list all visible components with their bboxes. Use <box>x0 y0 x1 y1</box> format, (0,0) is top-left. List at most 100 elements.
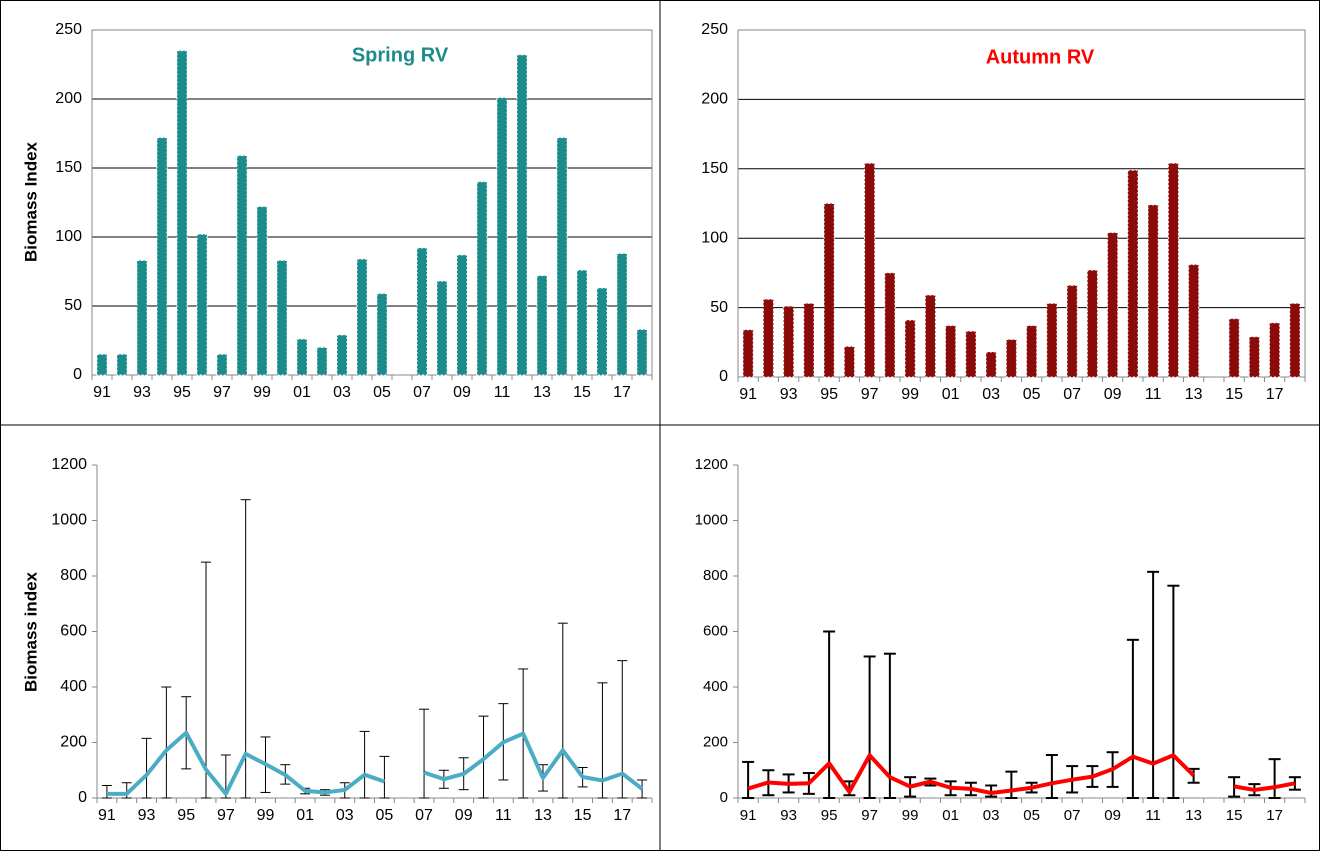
bar <box>1107 232 1119 378</box>
error-bar <box>1167 584 1180 799</box>
y-axis-label: Biomass Index <box>21 141 40 262</box>
error-bar <box>1005 770 1018 799</box>
y-tick-label: 0 <box>78 789 87 806</box>
x-tick-label: 03 <box>983 807 1000 824</box>
x-tick-label: 07 <box>413 384 431 401</box>
y-tick-label: 1000 <box>695 511 728 528</box>
bar <box>136 259 148 376</box>
x-tick-label: 11 <box>494 384 511 401</box>
x-tick-label: 07 <box>1064 807 1081 824</box>
bar <box>176 50 188 376</box>
x-tick-label: 17 <box>1266 386 1284 403</box>
x-tick-label: 91 <box>98 807 116 824</box>
x-tick-label: 91 <box>740 807 757 824</box>
x-tick-label: 11 <box>495 807 512 824</box>
bar <box>1228 318 1240 378</box>
bar <box>476 181 488 376</box>
bar <box>196 233 208 376</box>
y-tick-label: 150 <box>55 159 82 176</box>
bar <box>616 253 628 376</box>
y-tick-label: 400 <box>703 678 728 695</box>
x-tick-label: 01 <box>296 807 314 824</box>
bar <box>556 137 568 376</box>
chart-title: Autumn RV <box>986 46 1095 68</box>
x-tick-label: 97 <box>213 384 231 401</box>
bar <box>1066 284 1078 378</box>
line <box>747 753 1196 796</box>
error-bar <box>823 630 836 799</box>
bar <box>803 302 815 378</box>
y-tick-label: 100 <box>701 229 728 246</box>
bar <box>456 254 468 376</box>
bar <box>1188 264 1200 378</box>
bar <box>276 259 288 376</box>
error-bar <box>359 730 370 799</box>
y-tick-label: 250 <box>701 21 728 38</box>
x-tick-label: 01 <box>293 384 311 401</box>
x-tick-label: 93 <box>138 807 156 824</box>
error-bar <box>883 652 896 799</box>
bar <box>1248 336 1260 378</box>
error-bar <box>201 561 212 799</box>
y-tick-label: 150 <box>701 160 728 177</box>
line <box>423 731 644 791</box>
x-tick-label: 95 <box>820 386 838 403</box>
x-tick-label: 17 <box>1266 807 1283 824</box>
y-tick-label: 800 <box>60 567 87 584</box>
y-tick-label: 1000 <box>51 512 87 529</box>
x-tick-label: 13 <box>534 807 552 824</box>
x-tick-label: 95 <box>821 807 838 824</box>
bar <box>742 329 754 378</box>
bar <box>1046 302 1058 378</box>
bar <box>904 319 916 378</box>
error-bar <box>557 622 568 799</box>
bar <box>376 293 388 376</box>
y-tick-label: 250 <box>55 21 82 38</box>
bar <box>1269 322 1281 378</box>
x-tick-label: 13 <box>1185 807 1202 824</box>
y-tick-label: 200 <box>703 733 728 750</box>
x-tick-label: 17 <box>613 807 631 824</box>
plot-frame <box>737 29 1306 378</box>
error-bar <box>863 655 876 799</box>
bar <box>536 275 548 376</box>
bar <box>496 97 508 376</box>
y-tick-label: 1200 <box>51 456 87 473</box>
bar <box>783 305 795 378</box>
y-axis-label: Biomass index <box>21 571 40 692</box>
bar <box>216 353 228 376</box>
bar <box>316 346 328 376</box>
bar <box>884 272 896 378</box>
error-bar <box>742 760 755 799</box>
bar <box>843 345 855 378</box>
bar <box>296 338 308 376</box>
x-tick-label: 95 <box>177 807 195 824</box>
bar <box>924 294 936 378</box>
error-bar <box>240 499 251 799</box>
bar <box>236 155 248 376</box>
x-tick-label: 03 <box>333 384 351 401</box>
y-tick-label: 0 <box>719 368 728 385</box>
x-tick-label: 15 <box>574 807 592 824</box>
x-tick-label: 99 <box>257 807 275 824</box>
y-tick-label: 50 <box>710 299 728 316</box>
x-tick-label: 93 <box>780 807 797 824</box>
x-tick-label: 09 <box>1104 386 1122 403</box>
x-tick-label: 01 <box>942 386 960 403</box>
error-bar <box>161 686 172 799</box>
bar <box>436 280 448 376</box>
error-bar <box>1045 753 1058 799</box>
bar <box>823 203 835 378</box>
y-tick-label: 50 <box>64 297 82 314</box>
bar <box>416 247 428 376</box>
y-tick-label: 200 <box>60 734 87 751</box>
y-tick-label: 200 <box>55 90 82 107</box>
bar <box>156 137 168 376</box>
plot-frame <box>91 29 653 376</box>
x-tick-label: 15 <box>1225 386 1243 403</box>
x-tick-label: 05 <box>1023 807 1040 824</box>
error-bar <box>1126 638 1139 799</box>
line <box>106 730 386 796</box>
